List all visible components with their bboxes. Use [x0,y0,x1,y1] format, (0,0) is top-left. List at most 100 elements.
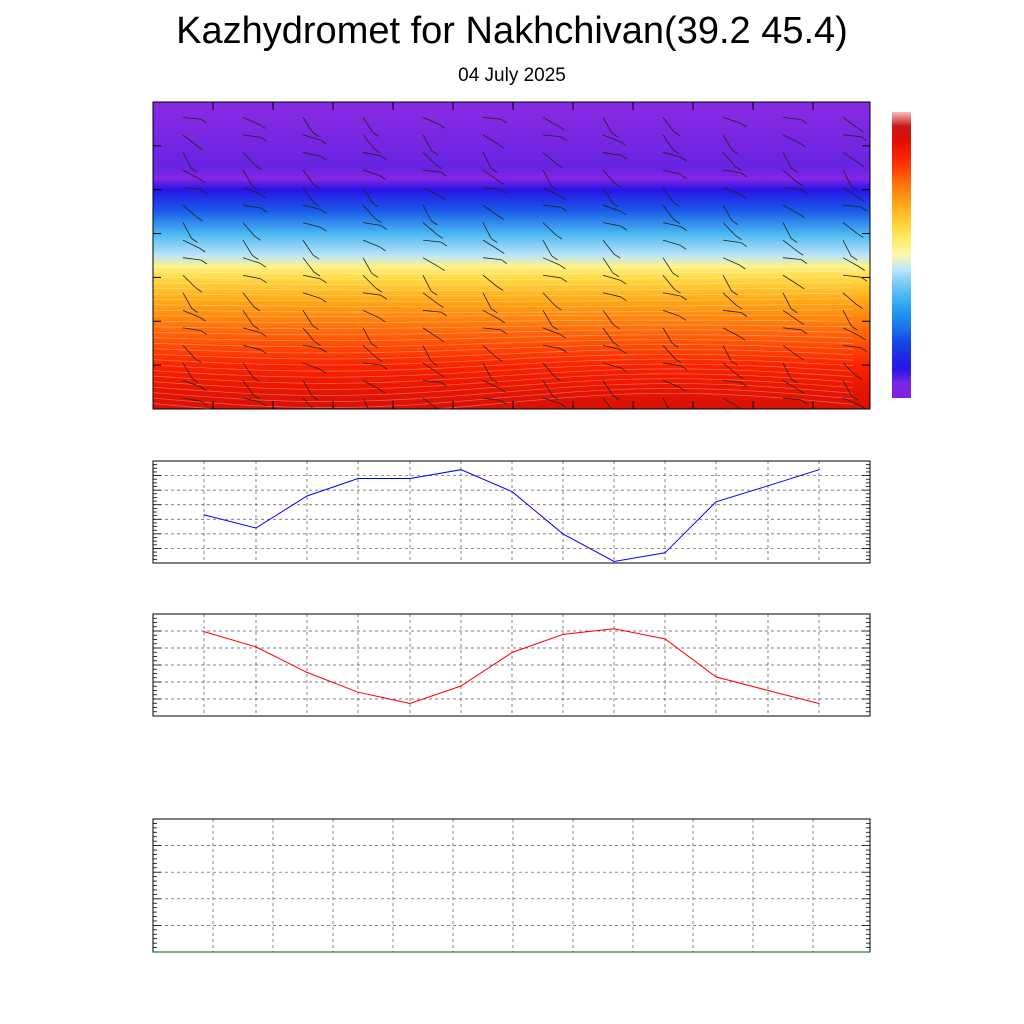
wind-barb-flag [259,193,267,199]
wind-barb-flag [319,368,327,374]
wind-barb-staff [602,257,614,274]
wind-barb-staff [782,116,801,120]
wind-barb-flag [671,342,679,348]
data-point [152,951,154,953]
wind-barb-staff [782,345,798,357]
wind-barb-staff [602,362,621,369]
plot-frame [152,818,871,953]
contour-line [153,392,854,409]
wind-barb-staff [242,204,261,209]
wind-barb-staff [722,116,741,124]
wind-barb-staff [542,362,555,377]
wind-barb-staff [842,117,858,129]
wind-barb-flag [440,241,448,247]
wind-barb-flag [500,118,508,124]
wind-barb-staff [182,204,197,218]
wind-barb-flag [679,386,686,392]
wind-barb-flag [559,264,566,270]
wind-barb-staff [542,134,561,138]
wind-barb-flag [320,226,327,232]
wind-barb-flag [198,178,206,184]
wind-barb-flag [551,325,559,331]
wind-barb-flag [312,254,320,260]
wind-barb-staff [482,345,497,358]
wind-barb-flag [612,395,620,400]
wind-barb-staff [722,345,732,362]
wind-barb-flag [680,174,687,179]
wind-barb-flag [739,193,747,199]
wind-barb-flag [796,181,803,187]
wind-barb-flag [255,165,262,170]
wind-barb-staff [662,187,674,203]
wind-barb-staff [302,152,321,157]
wind-barb-staff [542,187,560,196]
wind-barb-staff [482,222,492,239]
wind-barb-flag [253,306,261,312]
wind-barb-staff [662,239,681,246]
wind-barb-flag [798,213,805,219]
wind-barb-flag [491,378,498,384]
wind-barb-staff [302,292,321,299]
wind-barb-staff [662,257,674,274]
wind-barb-flag [499,387,506,393]
wind-barb-flag [560,136,568,142]
wind-barb-flag [800,189,808,194]
wind-barb-flag [431,150,438,156]
wind-barb-flag [731,220,739,226]
wind-barb-staff [782,257,801,260]
wind-barb-staff [602,134,620,142]
wind-barb-flag [320,348,327,353]
wind-barb-staff [242,116,260,125]
wind-barb-staff [362,327,372,344]
wind-barb-staff [722,292,737,306]
data-point [562,533,564,535]
temp2m-panel [152,613,871,717]
data-point [409,477,411,480]
wind-barb-flag [259,262,267,268]
wind-barb-flag [372,202,379,208]
wind-barb-staff [842,239,852,257]
wind-barb-flag [200,118,208,124]
wind-barb-flag [731,360,738,366]
wind-barb-flag [735,235,742,240]
wind-barb-flag [191,238,198,243]
wind-barb-flag [797,284,805,290]
wind-barb-staff [422,169,441,173]
wind-barb-flag [739,264,746,270]
wind-barb-flag [732,149,739,155]
wind-barb-flag [200,330,208,335]
plot-frame [152,460,871,564]
wind-barb-staff [662,222,681,227]
wind-barb-flag [196,216,203,222]
wind-barb-flag [191,308,199,313]
wind-barb-staff [722,397,739,408]
wind-barb-staff [782,292,792,309]
wind-barb-staff [302,257,315,273]
wind-barb-staff [662,169,681,175]
wind-barb-staff [302,362,321,370]
wind-barb-staff [542,274,561,279]
wind-barb-staff [422,134,433,151]
wind-barb-flag [740,172,748,178]
wind-barb-flag [436,233,443,239]
wind-barb-flag [613,253,621,259]
data-point [767,689,769,692]
wind-barb-staff [782,380,799,391]
wind-barb-staff [302,134,321,141]
wind-barb-staff [182,380,201,387]
wind-barb-staff [482,274,498,287]
wind-barb-flag [379,246,386,252]
wind-barb-flag [612,272,620,278]
wind-barb-flag [500,400,508,405]
page-subtitle: 04 July 2025 [458,65,566,86]
wind-barb-staff [182,187,201,190]
wind-barb-flag [855,375,863,380]
wind-barb-staff [722,222,736,236]
wind-barb-staff [542,327,561,335]
wind-barb-flag [740,312,748,317]
wind-barb-flag [491,308,498,314]
wind-barb-staff [542,169,552,187]
wind-barb-staff [782,397,801,401]
wind-barb-staff [362,117,374,133]
wind-barb-staff [422,275,432,292]
